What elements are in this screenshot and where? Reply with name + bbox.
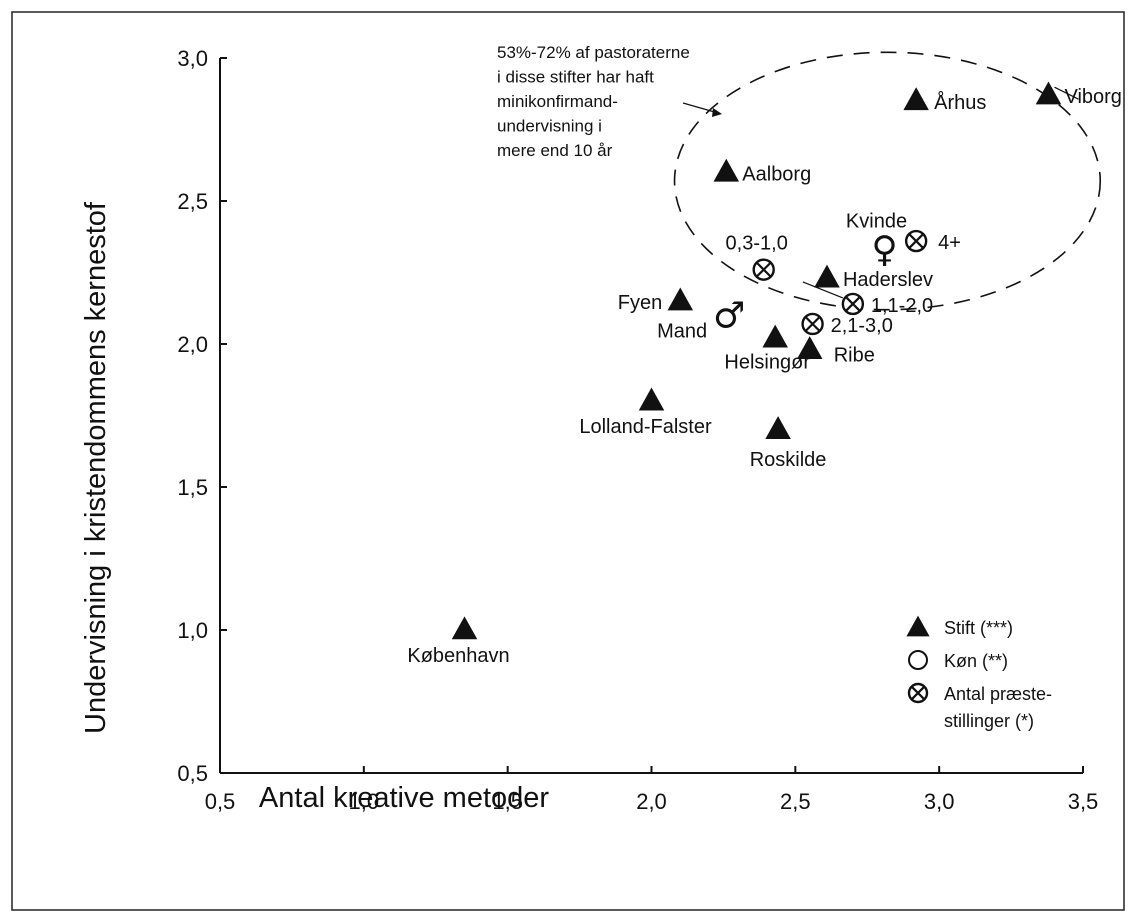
stift-point-label: Århus [934,91,986,114]
x-tick-label: 0,5 [205,789,236,814]
legend-label: Stift (***) [944,618,1013,638]
stillinger-marker-cross-b [804,316,821,332]
viborg-pointer-line [1054,86,1079,100]
stillinger-marker-cross-b [908,233,924,249]
axes: 0,5 1,0 1,5 2,0 2,5 3,0 3,5 0,5 1,0 1,5 2,0 2,5 3,0 [177,46,1098,814]
marks: København Lolland-Falster Roskilde Fyen Hels… [407,81,1122,667]
stift-triangle-marker [762,324,788,348]
stillinger-point-label: 1,1-2,0 [871,295,933,317]
chart-frame [11,11,1125,911]
stift-triangle-marker [814,264,840,288]
x-tick-label: 3,0 [924,789,955,814]
annotation-ellipse-layer [673,51,1102,311]
annotation-pointer-line [682,102,719,114]
legend-label-line2: stillinger (*) [944,711,1034,731]
stift-point-label: Fyen [618,292,662,314]
annotation-text-line: i disse stifter har haft [497,68,654,87]
stift-point-label: Roskilde [750,449,827,471]
stift-triangle-marker [451,616,478,640]
stillinger-marker-cross-b [845,296,861,312]
stift-point-label: Helsingør [724,351,810,373]
annotation-text-line: undervisning i [497,117,602,136]
stillinger-point-label: 4+ [938,232,961,254]
stift-point-label: Lolland-Falster [579,416,712,438]
stillinger-leader-line [802,281,844,299]
annotation-layer: 53%-72% af pastoraterne i disse stifter h… [497,43,722,160]
stift-triangle-marker [1035,81,1062,105]
x-tick-label: 2,5 [780,789,811,814]
y-tick-label: 3,0 [177,46,208,71]
gender-point-label: Mand [657,320,707,342]
legend-label: Køn (**) [944,651,1008,671]
annotation-text-line: minikonfirmand- [497,92,618,111]
legend-circle-x-marker-cross-b [910,685,926,701]
gender-symbol-marker: ♀ [871,230,897,271]
stift-triangle-marker [903,87,929,111]
stift-triangle-marker [638,387,665,411]
stift-point-label: Haderslev [843,269,933,291]
stift-point-label: København [407,645,509,667]
stillinger-marker-cross-b [755,261,772,278]
y-tick-label: 2,5 [177,189,208,214]
stift-triangle-marker [765,416,791,440]
y-tick-label: 1,5 [177,475,208,500]
annotation-text-line: mere end 10 år [497,141,613,160]
annotation-ellipse [673,51,1102,311]
x-tick-label: 1,0 [349,789,380,814]
x-tick-label: 3,5 [1068,789,1099,814]
legend: Stift (***) Køn (**) Antal præste-stilling… [906,615,1052,731]
x-axis-label: Antal kreative metoder [259,782,549,814]
legend-label: Antal præste- [944,684,1052,704]
x-tick-label: 2,0 [636,789,667,814]
stift-triangle-marker [796,336,823,359]
stift-point-label: Viborg [1064,86,1121,108]
y-tick-label: 2,0 [177,332,208,357]
annotation-pointer-arrowhead [712,108,722,117]
legend-triangle-marker [906,615,930,637]
stift-triangle-marker [713,158,740,182]
stift-triangle-marker [667,287,694,311]
y-tick-label: 1,0 [177,618,208,643]
gender-symbol-marker: ♂ [713,295,745,336]
legend-circle-marker [908,650,928,670]
y-axis-label: Undervisning i kristendommens kernestof [80,201,112,734]
y-tick-label: 0,5 [177,761,208,786]
stift-point-label: Aalborg [742,163,811,185]
annotation-text-line: 53%-72% af pastoraterne [497,43,690,62]
gender-point-label: Kvinde [846,211,907,233]
stift-point-label: Ribe [834,345,875,367]
stillinger-point-label: 2,1-3,0 [831,315,893,337]
stillinger-point-label: 0,3-1,0 [726,233,788,255]
x-tick-label: 1,5 [492,789,523,814]
